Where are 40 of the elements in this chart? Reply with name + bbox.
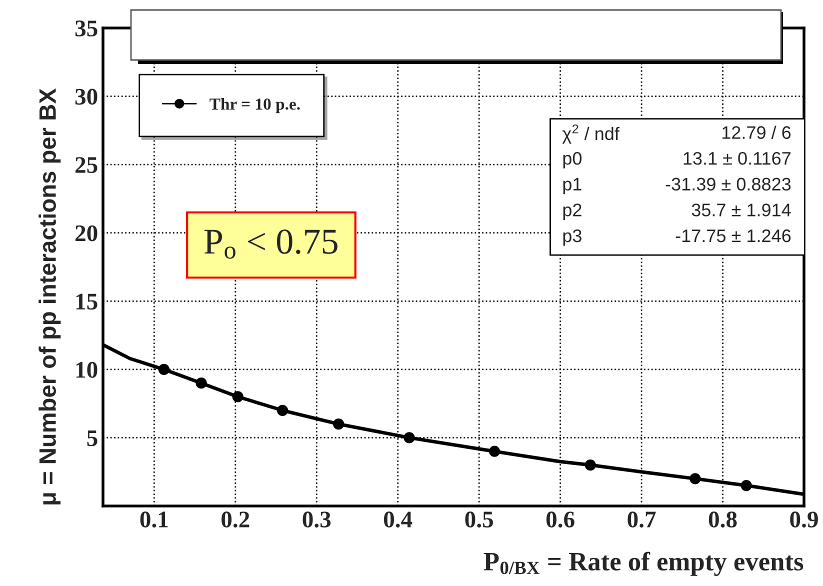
y-tick-label: 15 bbox=[76, 294, 98, 310]
point bbox=[196, 378, 207, 389]
x-tick-label: 0.3 bbox=[302, 512, 331, 528]
y-tick-label: 20 bbox=[76, 225, 98, 242]
point bbox=[584, 459, 596, 471]
annotation: 12.79 / 6 bbox=[722, 126, 791, 139]
annotation: χ$^{2}$ / ndf bbox=[562, 124, 620, 144]
x-tick-label: 0.9 bbox=[790, 512, 818, 528]
y-axis-title: μ = Number of pp interactions per BX bbox=[38, 88, 61, 504]
point bbox=[740, 480, 752, 492]
x-axis-title: P$_{0/BX}$ = Rate of empty events bbox=[484, 552, 804, 576]
point bbox=[276, 404, 288, 416]
point bbox=[158, 364, 170, 375]
annotation: p1 bbox=[563, 178, 582, 194]
y-tick-label: 10 bbox=[76, 362, 98, 378]
annotation: p2 bbox=[563, 204, 582, 220]
point bbox=[232, 391, 244, 402]
point bbox=[690, 473, 701, 484]
y-tick-label: 5 bbox=[87, 430, 98, 446]
annotation: p3 bbox=[563, 229, 582, 246]
point bbox=[488, 446, 500, 457]
annotation: 35.7 ± 1.914 bbox=[692, 204, 791, 216]
x-tick-label: 0.6 bbox=[546, 512, 574, 528]
y-tick-label: 25 bbox=[76, 157, 98, 173]
y-tick-label: 30 bbox=[75, 88, 98, 105]
annotation: P$_{o}$ < 0.75 bbox=[204, 230, 338, 259]
annotation: -17.75 ± 1.246 bbox=[676, 229, 791, 242]
x-tick-label: 0.7 bbox=[628, 512, 656, 528]
x-tick-label: 0.8 bbox=[708, 512, 737, 528]
annotation: -31.39 ± 0.8823 bbox=[666, 178, 791, 191]
annotation: 13.1 ± 0.1167 bbox=[684, 152, 790, 165]
x-tick-label: 0.4 bbox=[384, 512, 412, 528]
x-tick-label: 0.5 bbox=[465, 512, 493, 528]
x-tick-label: 0.1 bbox=[140, 512, 168, 528]
legend-label: Thr = 10 p.e. bbox=[210, 98, 300, 114]
x-tick-label: 0.2 bbox=[222, 512, 250, 528]
point bbox=[404, 432, 415, 444]
y-tick-label: 35 bbox=[75, 20, 98, 36]
annotation: p0 bbox=[563, 152, 582, 168]
point bbox=[332, 418, 344, 430]
